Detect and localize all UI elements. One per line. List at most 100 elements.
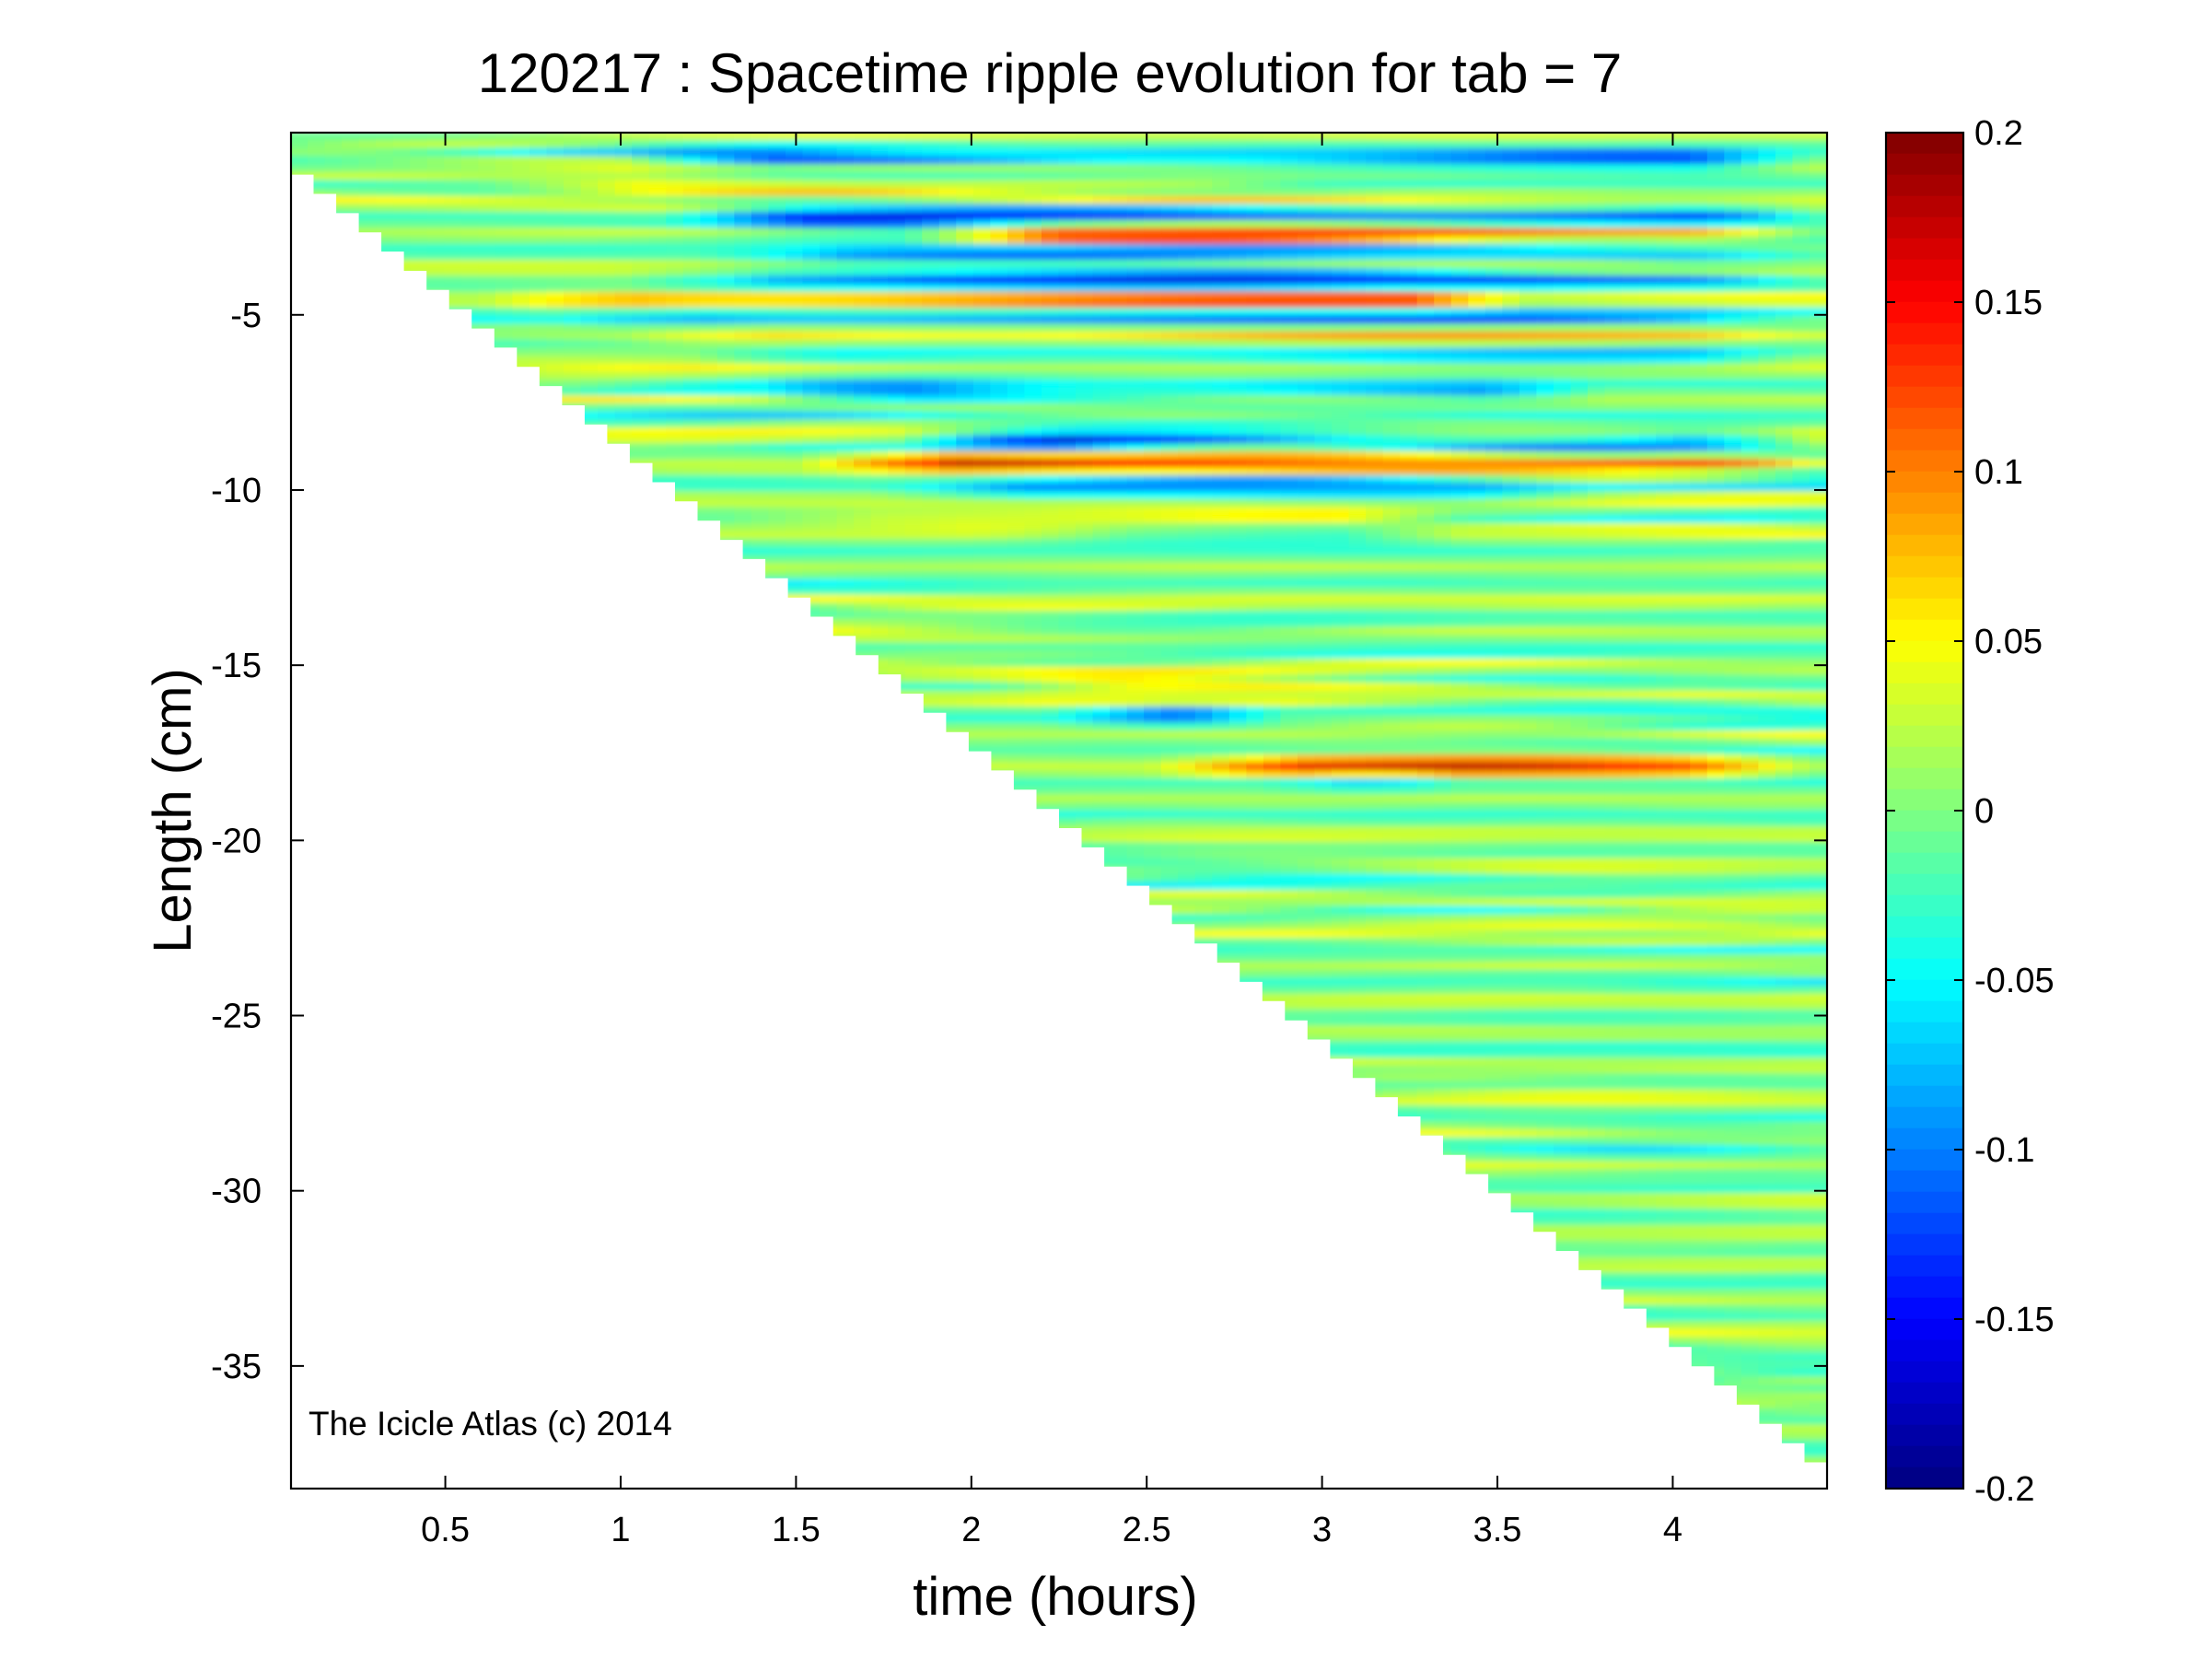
heatmap-cell — [1706, 339, 1726, 349]
heatmap-cell — [1553, 467, 1572, 476]
heatmap-cell — [1588, 483, 1606, 493]
heatmap-cell — [444, 251, 462, 262]
heatmap-cell — [802, 228, 821, 238]
heatmap-cell — [1792, 474, 1810, 485]
heatmap-cell — [1656, 212, 1674, 221]
heatmap-cell — [1246, 467, 1264, 476]
heatmap-cell — [1536, 315, 1554, 325]
heatmap-cell — [392, 140, 412, 149]
heatmap-cell — [1366, 411, 1384, 421]
heatmap-cell — [1416, 133, 1436, 142]
heatmap-cell — [700, 363, 718, 373]
heatmap-cell — [1280, 443, 1298, 452]
heatmap-cell — [682, 299, 702, 309]
heatmap-cell — [1076, 164, 1094, 173]
heatmap-cell — [666, 251, 684, 262]
heatmap-cell — [972, 426, 992, 437]
heatmap-cell — [904, 443, 924, 452]
heatmap-cell — [990, 164, 1008, 173]
heatmap-cell — [1194, 467, 1214, 476]
heatmap-cell — [1519, 323, 1538, 333]
heatmap-cell — [1058, 315, 1077, 325]
heatmap-cell — [682, 443, 702, 452]
heatmap-cell — [1672, 299, 1692, 309]
heatmap-cell — [324, 180, 343, 190]
heatmap-cell — [1194, 164, 1214, 173]
heatmap-cell — [614, 140, 634, 149]
heatmap-cell — [1382, 467, 1402, 476]
heatmap-cell — [546, 243, 565, 253]
heatmap-cell — [1740, 156, 1760, 166]
heatmap-cell — [1740, 546, 1760, 556]
heatmap-cell — [1588, 299, 1606, 309]
heatmap-cell — [1228, 323, 1248, 333]
heatmap-cell — [1007, 467, 1026, 476]
heatmap-cell — [1468, 299, 1486, 309]
heatmap-cell — [1484, 251, 1504, 262]
heatmap-cell — [820, 515, 838, 524]
heatmap-cell — [1314, 531, 1333, 541]
heatmap-cell — [1604, 498, 1624, 508]
heatmap-cell — [1536, 260, 1554, 269]
heatmap-cell — [376, 164, 394, 173]
heatmap-cell — [1484, 555, 1504, 565]
heatmap-cell — [1297, 140, 1316, 149]
heatmap-cell — [1263, 339, 1282, 349]
heatmap-cell — [614, 435, 634, 445]
heatmap-cell — [1706, 387, 1726, 397]
heatmap-cell — [1212, 555, 1230, 565]
heatmap-cell — [1228, 403, 1248, 413]
heatmap-cell — [1314, 555, 1333, 565]
heatmap-cell — [870, 260, 890, 269]
heatmap-cell — [870, 443, 890, 452]
heatmap-cell — [342, 140, 360, 149]
heatmap-cell — [291, 140, 309, 149]
heatmap-cell — [1450, 491, 1470, 500]
heatmap-cell — [1178, 371, 1196, 380]
heatmap-cell — [1194, 403, 1214, 413]
heatmap-cell — [410, 195, 428, 205]
heatmap-cell — [938, 243, 958, 253]
heatmap-cell — [1058, 498, 1077, 508]
heatmap-cell — [922, 188, 940, 197]
heatmap-cell — [1092, 275, 1112, 286]
heatmap-cell — [1656, 363, 1674, 373]
heatmap-cell — [802, 284, 821, 293]
heatmap-cell — [904, 188, 924, 197]
heatmap-cell — [1314, 243, 1333, 253]
heatmap-cell — [1212, 180, 1230, 190]
heatmap-cell — [546, 339, 565, 349]
heatmap-cell — [802, 555, 821, 565]
heatmap-cell — [700, 426, 718, 437]
heatmap-cell — [802, 363, 821, 373]
heatmap-cell — [768, 315, 786, 325]
heatmap-cell — [1076, 251, 1094, 262]
heatmap-cell — [1110, 483, 1128, 493]
heatmap-cell — [1212, 419, 1230, 428]
heatmap-cell — [426, 212, 446, 221]
heatmap-cell — [648, 140, 668, 149]
heatmap-cell — [854, 355, 872, 365]
heatmap-cell — [1809, 180, 1827, 190]
heatmap-cell — [426, 275, 446, 286]
heatmap-cell — [768, 195, 786, 205]
heatmap-cell — [1570, 251, 1589, 262]
heatmap-cell — [1041, 267, 1060, 277]
heatmap-cell — [751, 379, 770, 389]
heatmap-cell — [836, 395, 856, 404]
heatmap-cell — [1041, 467, 1060, 476]
heatmap-cell — [1690, 219, 1708, 229]
heatmap-cell — [820, 555, 838, 565]
heatmap-cell — [1246, 251, 1264, 262]
heatmap-cell — [1740, 531, 1760, 541]
heatmap-cell — [1126, 450, 1146, 461]
heatmap-cell — [1348, 426, 1368, 437]
heatmap-cell — [1450, 419, 1470, 428]
heatmap-cell — [1160, 522, 1180, 532]
heatmap-cell — [1519, 522, 1538, 532]
heatmap-cell — [1484, 275, 1504, 286]
heatmap-cell — [768, 267, 786, 277]
heatmap-cell — [1690, 275, 1708, 286]
heatmap-cell — [1144, 563, 1162, 572]
heatmap-cell — [1416, 251, 1436, 262]
